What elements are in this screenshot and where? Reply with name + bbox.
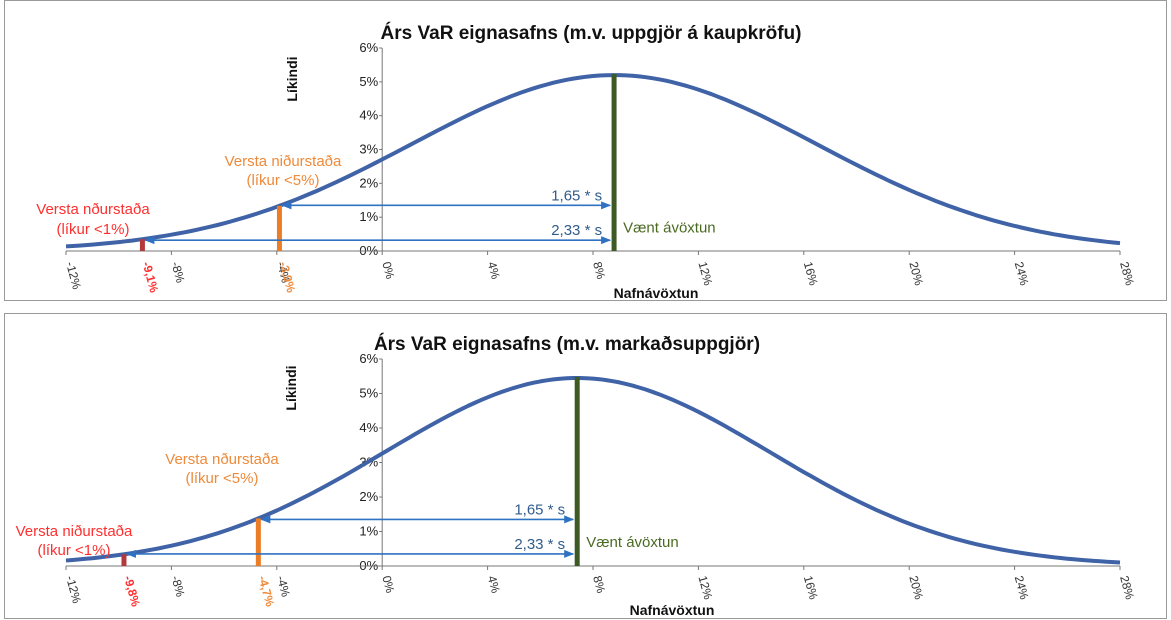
chart-title: Árs VaR eignasafns (m.v. uppgjör á kaupk… — [381, 22, 802, 44]
var95-label-line2: (líkur <5%) — [186, 470, 259, 487]
var99-label-line1: Versta nðurstaða — [36, 201, 150, 218]
chart-top: Árs VaR eignasafns (m.v. uppgjör á kaupk… — [36, 22, 1137, 301]
x-tick-label: 24% — [1012, 260, 1032, 287]
chart-panel-bottom: Árs VaR eignasafns (m.v. markaðsuppgjör)… — [4, 313, 1167, 619]
y-tick-label: 1% — [359, 524, 378, 539]
y-tick-label: 4% — [359, 108, 378, 123]
expected-return-label: Vænt ávöxtun — [623, 219, 716, 236]
y-tick-label: 4% — [359, 420, 378, 435]
x-tick-label: 12% — [696, 574, 716, 601]
sigma-arrow-label: 2,33 * s — [514, 536, 565, 553]
x-tick-label: 20% — [906, 260, 926, 287]
expected-return-label: Vænt ávöxtun — [586, 534, 679, 551]
x-axis-label: Nafnávöxtun — [614, 285, 699, 301]
var95-bar-value-label: -4,7% — [255, 574, 277, 608]
x-tick-label: 4% — [485, 260, 503, 281]
chart-panel-top: Árs VaR eignasafns (m.v. uppgjör á kaupk… — [4, 0, 1167, 301]
x-tick-label: 4% — [485, 574, 503, 595]
x-tick-label: 0% — [379, 574, 397, 595]
x-tick-label: 12% — [696, 260, 716, 287]
x-tick-label: -12% — [63, 574, 84, 605]
var99-label-line2: (líkur <1%) — [38, 542, 111, 559]
var95-label-line1: Versta niðurstaða — [225, 153, 342, 170]
x-tick-label: -8% — [169, 260, 188, 285]
sigma-arrow-label: 1,65 * s — [514, 501, 565, 518]
y-tick-label: 1% — [359, 209, 378, 224]
distribution-curve — [65, 376, 1121, 565]
var99-label-line2: (líkur <1%) — [57, 221, 130, 238]
y-tick-label: 6% — [359, 40, 378, 55]
var99-bar-value-label: -9,1% — [140, 260, 162, 294]
x-tick-label: 8% — [590, 574, 608, 595]
var99-label-line1: Versta niðurstaða — [16, 523, 133, 540]
sigma-arrow-label: 1,65 * s — [551, 187, 602, 204]
var99-bar-value-label: -9,8% — [121, 574, 143, 608]
x-tick-label: 16% — [801, 260, 821, 287]
sigma-arrow-label: 2,33 * s — [551, 222, 602, 239]
chart-title: Árs VaR eignasafns (m.v. markaðsuppgjör) — [374, 333, 760, 355]
y-tick-label: 6% — [359, 351, 378, 366]
chart-bottom: Árs VaR eignasafns (m.v. markaðsuppgjör)… — [16, 333, 1137, 618]
var95-label-line1: Versta nðurstaða — [165, 451, 279, 468]
x-tick-label: -8% — [169, 574, 188, 599]
var95-label-line2: (líkur <5%) — [247, 172, 320, 189]
y-tick-label: 5% — [359, 74, 378, 89]
x-tick-label: -4% — [274, 260, 293, 285]
x-tick-label: 24% — [1012, 574, 1032, 601]
x-tick-label: 28% — [1117, 260, 1137, 287]
x-tick-label: 20% — [906, 574, 926, 601]
x-tick-label: 28% — [1117, 574, 1137, 601]
y-tick-label: 5% — [359, 386, 378, 401]
distribution-curve — [65, 73, 1121, 249]
y-tick-label: 2% — [359, 489, 378, 504]
y-tick-label: 3% — [359, 142, 378, 157]
y-axis-label: Líkindi — [284, 56, 300, 101]
y-tick-label: 2% — [359, 175, 378, 190]
x-tick-label: 16% — [801, 574, 821, 601]
x-tick-label: 0% — [379, 260, 397, 281]
x-tick-label: -12% — [63, 260, 84, 291]
y-axis-label: Líkindi — [283, 365, 299, 410]
x-tick-label: 8% — [590, 260, 608, 281]
x-tick-label: -4% — [274, 574, 293, 599]
x-axis-label: Nafnávöxtun — [630, 602, 715, 618]
